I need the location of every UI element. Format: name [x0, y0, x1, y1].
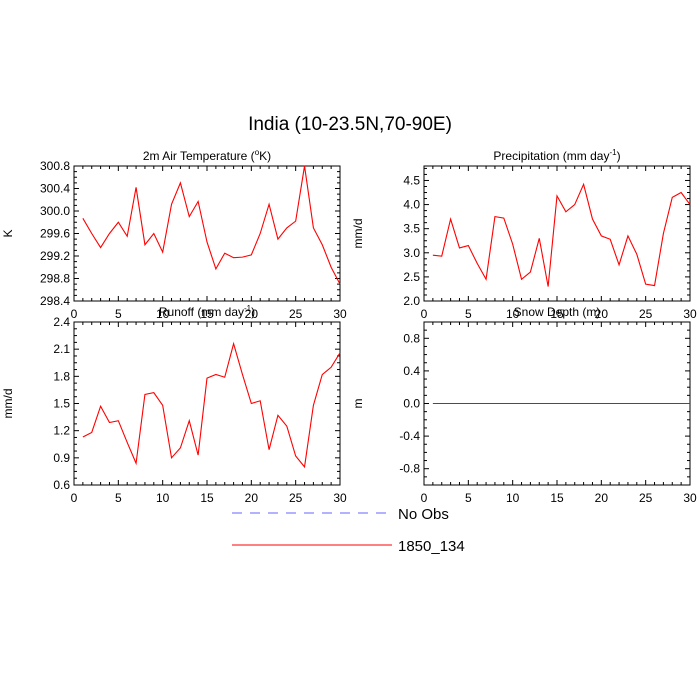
x-tick-label: 5: [465, 307, 472, 321]
series-line-1850_134: [82, 341, 341, 469]
y-axis-label: m: [351, 399, 365, 409]
y-tick-label: 2.5: [403, 270, 420, 284]
panel-title: 2m Air Temperature (oK): [143, 148, 271, 163]
y-tick-label: 0.6: [53, 478, 70, 492]
y-tick-label: 298.8: [40, 272, 70, 286]
y-axis-label: K: [1, 229, 15, 237]
x-tick-label: 30: [683, 491, 697, 505]
figure-title: India (10-23.5N,70-90E): [248, 114, 452, 135]
x-tick-label: 25: [639, 491, 653, 505]
y-tick-label: 0.8: [403, 331, 420, 345]
panel-2: Precipitation (mm day-1) mm/d 0 5 10 15 20 25 30…: [351, 148, 697, 321]
x-tick-label: 25: [639, 307, 653, 321]
x-tick-label: 15: [200, 491, 214, 505]
y-tick-label: 300.4: [40, 182, 70, 196]
panel-title: Snow Depth (m): [514, 305, 601, 319]
x-tick-label: 0: [71, 491, 78, 505]
panel-title: Runoff (mm day-1): [159, 304, 255, 319]
x-tick-label: 30: [683, 307, 697, 321]
y-axis-label: mm/d: [351, 219, 365, 249]
panel-title: Precipitation (mm day-1): [493, 148, 620, 163]
plot-frame: [423, 165, 691, 302]
legend: No Obs 1850_134: [232, 506, 465, 555]
y-tick-label: 2.0: [403, 294, 420, 308]
panel-3: Runoff (mm day-1) mm/d 0 5 10 15 20 25 30 0.6 0.9 1…: [1, 304, 347, 505]
legend-label-2: 1850_134: [398, 538, 465, 555]
x-tick-label: 20: [595, 491, 609, 505]
y-tick-label: 1.5: [53, 397, 70, 411]
y-tick-label: -0.8: [399, 462, 420, 476]
plot-frame: [73, 321, 341, 486]
x-tick-label: 10: [506, 491, 520, 505]
x-tick-label: 15: [550, 307, 564, 321]
x-tick-label: 5: [465, 491, 472, 505]
y-tick-label: 300.0: [40, 204, 70, 218]
x-tick-label: 20: [245, 307, 259, 321]
x-tick-label: 10: [506, 307, 520, 321]
y-tick-label: 299.6: [40, 227, 70, 241]
legend-label-1: No Obs: [398, 506, 449, 523]
y-tick-label: 298.4: [40, 294, 70, 308]
y-tick-label: 300.8: [40, 159, 70, 173]
x-tick-label: 0: [421, 491, 428, 505]
x-tick-label: 10: [156, 307, 170, 321]
x-tick-label: 5: [115, 307, 122, 321]
series-line-1850_134: [432, 182, 691, 287]
x-tick-label: 0: [421, 307, 428, 321]
plot-frame: [73, 165, 341, 302]
y-tick-label: 299.2: [40, 249, 70, 263]
panel-4: Snow Depth (m) m 0 5 10 15 20 25 30 -0.8 -0.4 0.0 0.…: [351, 305, 697, 505]
x-tick-label: 5: [115, 491, 122, 505]
y-tick-label: 3.0: [403, 246, 420, 260]
x-tick-label: 30: [333, 307, 347, 321]
y-tick-label: 0.4: [403, 364, 420, 378]
panel-1: 2m Air Temperature (oK) K 0 5 10 15 20 25 30 298.…: [1, 148, 347, 321]
y-tick-label: 1.8: [53, 369, 70, 383]
x-tick-label: 30: [333, 491, 347, 505]
x-tick-label: 25: [289, 491, 303, 505]
x-tick-label: 15: [200, 307, 214, 321]
series-line-1850_134: [82, 165, 341, 285]
x-tick-label: 25: [289, 307, 303, 321]
y-tick-label: 4.5: [403, 173, 420, 187]
y-tick-label: 0.0: [403, 397, 420, 411]
y-tick-label: 2.4: [53, 315, 70, 329]
x-tick-label: 0: [71, 307, 78, 321]
x-tick-label: 20: [245, 491, 259, 505]
y-tick-label: 0.9: [53, 451, 70, 465]
y-tick-label: 3.5: [403, 222, 420, 236]
y-tick-label: 4.0: [403, 198, 420, 212]
x-tick-label: 15: [550, 491, 564, 505]
y-tick-label: -0.4: [399, 429, 420, 443]
y-tick-label: 1.2: [53, 424, 70, 438]
panels: 2m Air Temperature (oK) K 0 5 10 15 20 25 30 298.…: [1, 148, 697, 505]
y-axis-label: mm/d: [1, 389, 15, 419]
y-tick-label: 2.1: [53, 342, 70, 356]
x-tick-label: 20: [595, 307, 609, 321]
x-tick-label: 10: [156, 491, 170, 505]
